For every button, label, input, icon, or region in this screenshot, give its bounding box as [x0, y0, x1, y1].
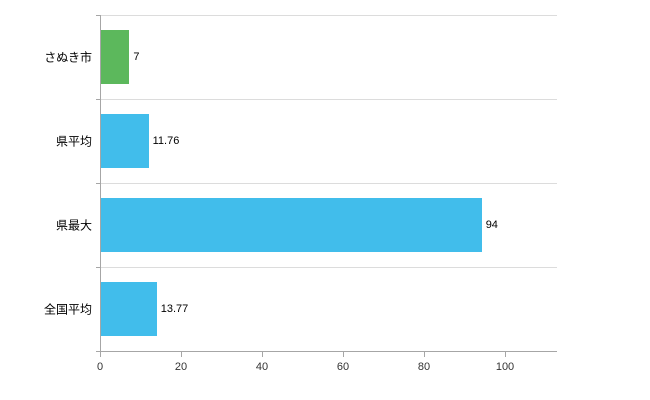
x-axis-tick-label: 80	[417, 361, 431, 373]
y-axis-tick	[96, 99, 100, 100]
x-axis-tick	[100, 352, 101, 357]
x-axis-tick	[262, 352, 263, 357]
bar	[101, 114, 149, 168]
x-axis-tick	[343, 352, 344, 357]
gridline	[100, 99, 557, 100]
category-label: さぬき市	[44, 50, 92, 65]
bar	[101, 198, 482, 252]
x-axis-tick	[505, 352, 506, 357]
y-axis-tick	[96, 351, 100, 352]
y-axis-tick	[96, 15, 100, 16]
x-axis-tick	[181, 352, 182, 357]
x-axis-tick-label: 100	[495, 361, 515, 373]
x-axis-tick-label: 40	[255, 361, 269, 373]
category-label: 県最大	[55, 218, 92, 233]
bar-value-label: 7	[133, 51, 140, 63]
y-axis-tick	[96, 183, 100, 184]
bar-value-label: 94	[485, 219, 498, 231]
x-axis-tick-label: 0	[96, 361, 104, 373]
y-axis-line	[100, 15, 101, 351]
x-axis-line	[100, 351, 557, 352]
bar	[101, 30, 130, 84]
bar	[101, 282, 157, 336]
gridline	[100, 183, 557, 184]
x-axis-tick	[424, 352, 425, 357]
y-axis-tick	[96, 267, 100, 268]
x-axis-tick-label: 20	[174, 361, 188, 373]
category-label: 県平均	[55, 134, 92, 149]
bar-value-label: 11.76	[152, 135, 180, 147]
category-label: 全国平均	[43, 302, 92, 317]
x-axis-tick-label: 60	[336, 361, 350, 373]
gridline	[100, 15, 557, 16]
bar-value-label: 13.77	[160, 303, 189, 315]
gridline	[100, 267, 557, 268]
